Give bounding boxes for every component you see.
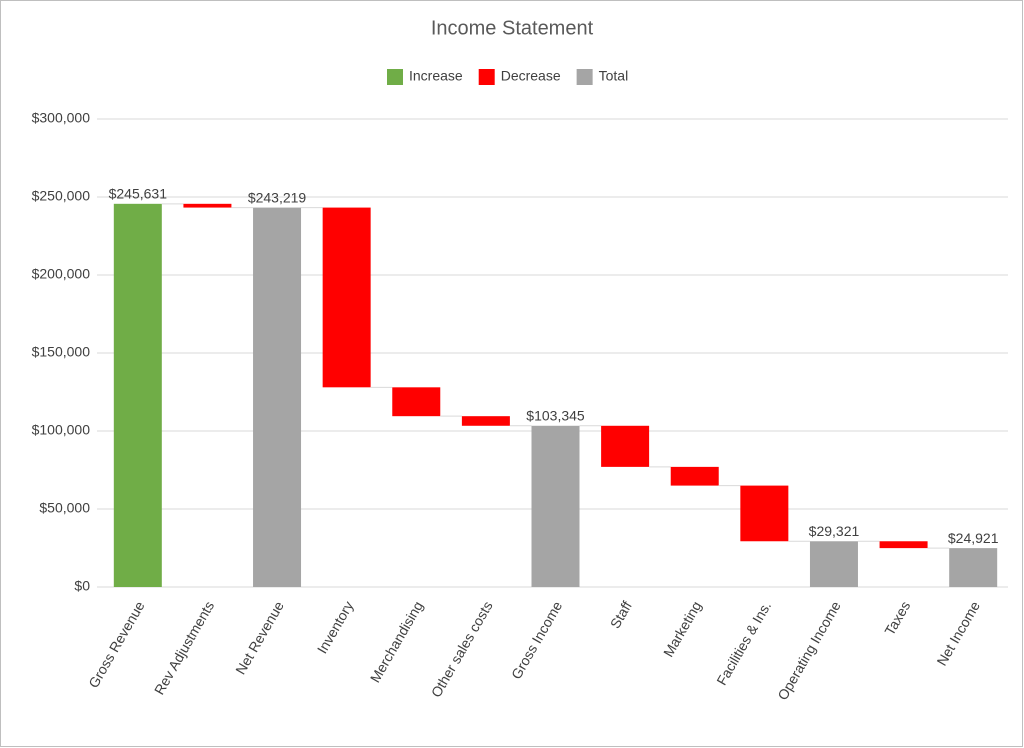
y-tick-label: $100,000 xyxy=(32,422,91,438)
legend-swatch xyxy=(576,69,593,85)
y-tick-label: $200,000 xyxy=(32,266,91,282)
value-label: $103,345 xyxy=(526,407,585,423)
bar xyxy=(531,425,580,587)
bar xyxy=(740,485,789,542)
y-tick-label: $250,000 xyxy=(32,188,91,204)
value-label: $24,921 xyxy=(948,530,999,546)
legend-swatch xyxy=(478,69,495,85)
bar xyxy=(670,466,719,486)
value-label: $245,631 xyxy=(109,186,168,202)
bar xyxy=(949,548,998,587)
legend-label: Increase xyxy=(409,68,463,84)
bar xyxy=(461,416,510,426)
legend-label: Total xyxy=(599,68,629,84)
value-label: $243,219 xyxy=(248,189,307,205)
value-label: $29,321 xyxy=(809,523,860,539)
legend-label: Decrease xyxy=(501,68,561,84)
bar xyxy=(809,541,858,587)
legend-swatch xyxy=(387,69,403,85)
y-tick-label: $300,000 xyxy=(32,110,91,126)
bar xyxy=(183,203,232,208)
bar xyxy=(322,207,371,388)
bar xyxy=(113,203,162,587)
bar xyxy=(601,425,650,467)
bar xyxy=(392,387,441,417)
y-tick-label: $50,000 xyxy=(39,500,90,516)
y-tick-label: $150,000 xyxy=(32,344,91,360)
bar xyxy=(879,541,928,549)
y-tick-label: $0 xyxy=(74,578,90,594)
bar xyxy=(253,207,302,587)
chart-title: Income Statement xyxy=(431,17,594,39)
